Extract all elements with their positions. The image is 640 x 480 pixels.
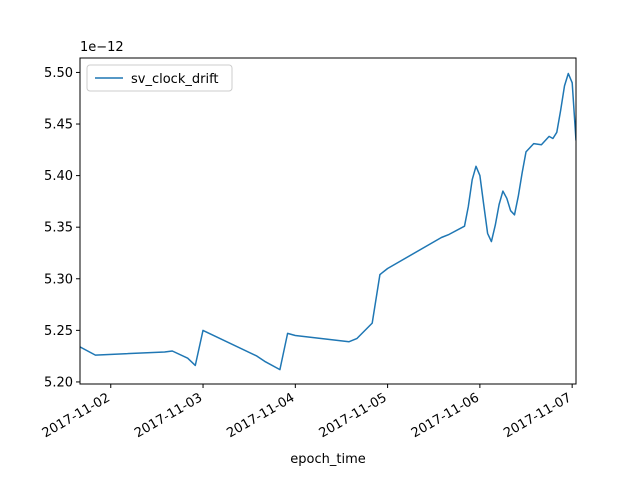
series-line-sv-clock-drift [80, 72, 576, 371]
y-tick-label: 5.45 [44, 118, 73, 133]
series-layer [80, 72, 576, 371]
y-tick-label: 5.50 [44, 66, 73, 81]
legend-box [86, 64, 233, 92]
y-tick-label: 5.25 [44, 324, 73, 339]
legend-label: sv_clock_drift [131, 72, 219, 87]
y-tick-label: 5.20 [44, 375, 73, 390]
y-tick-label: 5.35 [44, 221, 73, 236]
x-axis-label: epoch_time [290, 452, 365, 467]
y-tick-label: 5.40 [44, 169, 73, 184]
axes-frame [79, 57, 577, 385]
y-axis-offset-text: 1e−12 [80, 40, 124, 55]
legend: sv_clock_drift [86, 64, 233, 92]
y-tick-label: 5.30 [44, 272, 73, 287]
y-axis: 5.20 5.25 5.30 5.35 5.40 5.45 5.50 [44, 66, 80, 390]
